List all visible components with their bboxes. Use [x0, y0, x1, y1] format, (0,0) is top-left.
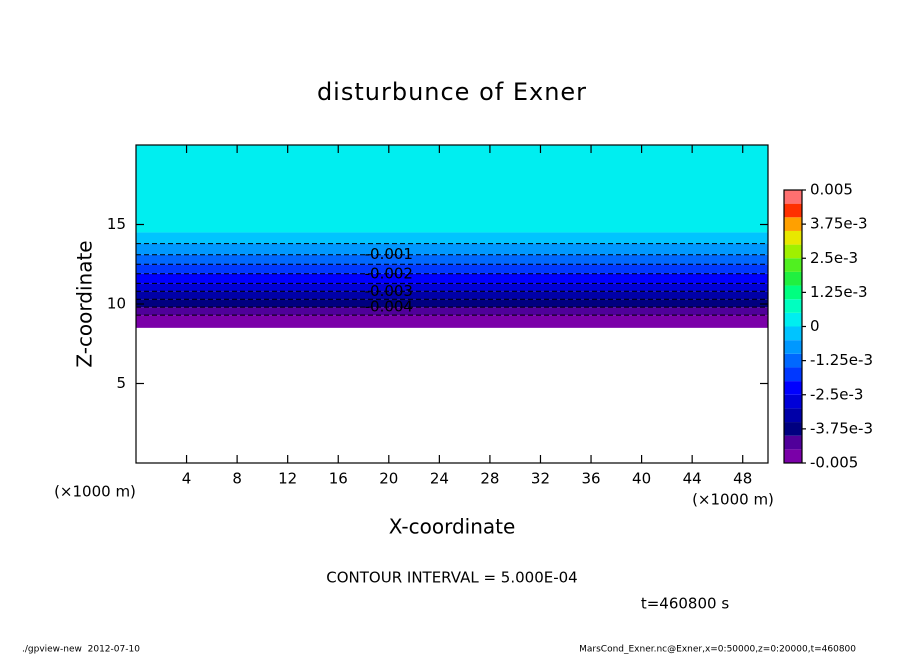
y-axis-label: Z-coordinate — [73, 240, 97, 367]
colorbar-bin — [784, 435, 802, 450]
colorbar-bin — [784, 449, 802, 463]
contour-band — [136, 273, 768, 284]
x-tick-label: 28 — [480, 470, 499, 488]
x-tick-label: 16 — [329, 470, 348, 488]
x-tick-label: 20 — [379, 470, 398, 488]
contour-band — [136, 315, 768, 328]
contour-band — [136, 283, 768, 292]
x-tick-label: 12 — [278, 470, 297, 488]
contour-band — [136, 243, 768, 255]
colorbar-bin — [784, 326, 802, 341]
y-unit: (×1000 m) — [54, 483, 136, 501]
colorbar-tick-label: -0.005 — [810, 454, 858, 472]
x-tick-label: 36 — [581, 470, 600, 488]
y-tick-label: 15 — [107, 215, 126, 233]
colorbar-bin — [784, 422, 802, 436]
footer-right: MarsCond_Exner.nc@Exner,x=0:50000,z=0:20… — [579, 645, 856, 654]
y-tick-label: 5 — [116, 374, 126, 392]
footer-left: ./gpview-new 2012-07-10 — [22, 645, 140, 654]
colorbar-bin — [784, 230, 802, 245]
colorbar-bin — [784, 394, 802, 409]
contour-band — [136, 145, 768, 233]
colorbar-bin — [784, 271, 802, 286]
x-tick-label: 48 — [733, 470, 752, 488]
contour-band — [136, 291, 768, 300]
colorbar-bin — [784, 353, 802, 368]
x-tick-label: 8 — [232, 470, 242, 488]
colorbar-bin — [784, 285, 802, 300]
colorbar-bin — [784, 381, 802, 395]
contour-label: -0.002 — [365, 264, 413, 282]
colorbar-tick-label: 1.25e-3 — [810, 283, 868, 301]
contour-band — [136, 264, 768, 274]
chart-title: disturbunce of Exner — [317, 78, 587, 106]
colorbar-bin — [784, 203, 802, 218]
x-tick-label: 40 — [632, 470, 651, 488]
colorbar-bin — [784, 367, 802, 382]
colorbar-bin — [784, 217, 802, 231]
contour-band — [136, 232, 768, 244]
contour-label: -0.004 — [365, 298, 413, 316]
contour-band — [136, 307, 768, 316]
colorbar-tick-label: 0 — [810, 317, 820, 335]
colorbar-bin — [784, 258, 802, 272]
contour-label: -0.001 — [365, 245, 413, 263]
colorbar-bin — [784, 244, 802, 259]
colorbar-bin — [784, 299, 802, 313]
colorbar-bin — [784, 190, 802, 204]
colorbar-tick-label: -1.25e-3 — [810, 351, 873, 369]
contour-band — [136, 299, 768, 308]
x-tick-label: 24 — [430, 470, 449, 488]
colorbar-tick-label: -2.5e-3 — [810, 385, 863, 403]
contour-band — [136, 254, 768, 265]
x-unit: (×1000 m) — [692, 491, 774, 509]
colorbar-tick-label: 3.75e-3 — [810, 215, 868, 233]
colorbar-tick-label: 0.005 — [810, 181, 853, 199]
x-tick-label: 4 — [182, 470, 192, 488]
x-axis-label: X-coordinate — [389, 515, 516, 539]
y-tick-label: 10 — [107, 295, 126, 313]
annotation: CONTOUR INTERVAL = 5.000E-04 — [326, 569, 577, 587]
colorbar-bin — [784, 312, 802, 327]
colorbar-tick-label: 2.5e-3 — [810, 249, 858, 267]
colorbar-tick-label: -3.75e-3 — [810, 419, 873, 437]
contour-label: -0.003 — [365, 282, 413, 300]
colorbar-bin — [784, 408, 802, 423]
time-label: t=460800 s — [641, 595, 729, 613]
colorbar-bin — [784, 340, 802, 354]
x-tick-label: 32 — [531, 470, 550, 488]
x-tick-label: 44 — [683, 470, 702, 488]
